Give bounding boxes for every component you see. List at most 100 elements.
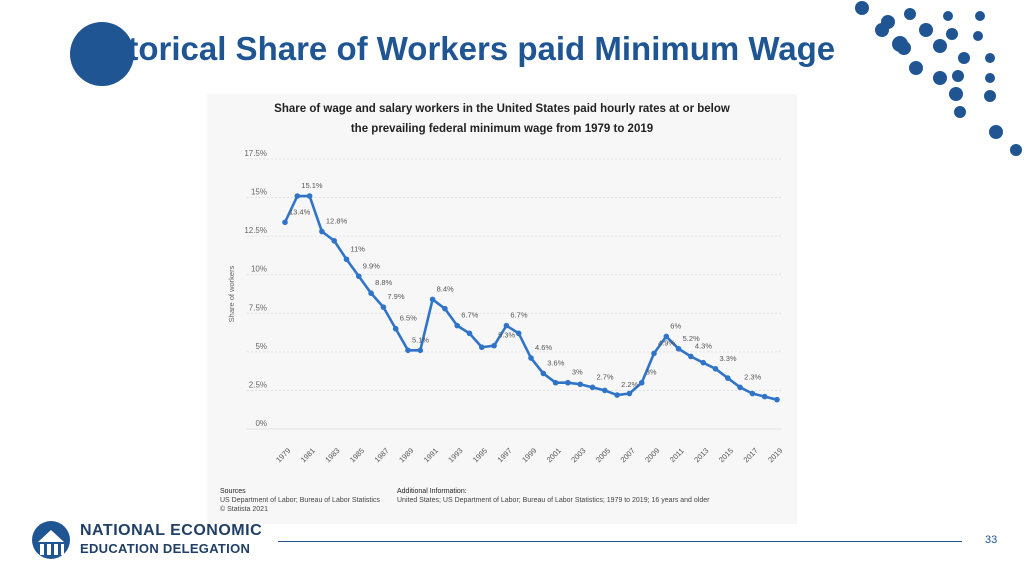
x-tick-label: 2015 — [717, 446, 735, 464]
decorative-dot — [985, 73, 995, 83]
data-label: 7.9% — [387, 292, 404, 301]
organization-logo: NATIONAL ECONOMIC EDUCATION DELEGATION — [30, 518, 270, 563]
decorative-dot — [909, 61, 923, 75]
series-polyline — [283, 194, 778, 401]
decorative-dot — [946, 28, 958, 40]
data-point — [700, 359, 706, 366]
data-point — [479, 344, 485, 351]
x-tick-label: 1989 — [397, 446, 415, 464]
data-label: 5.1% — [412, 335, 429, 344]
x-tick-label: 2003 — [569, 446, 587, 464]
x-tick-label: 1985 — [348, 446, 366, 464]
data-point — [515, 330, 522, 337]
y-tick-label: 2.5% — [249, 380, 267, 389]
data-label: 3% — [646, 368, 657, 377]
x-tick-labels: 1979 1981 1983 1985 1987 1989 1991 1993 1995 1997… — [274, 446, 784, 464]
data-point — [638, 379, 645, 386]
data-point — [380, 304, 387, 310]
data-point — [577, 381, 583, 388]
x-tick-label: 2019 — [766, 446, 784, 464]
data-point — [565, 379, 571, 386]
decorative-dot-pattern — [855, 1, 1022, 156]
data-point — [725, 375, 731, 381]
data-label: 4.9% — [658, 338, 675, 347]
decorative-dot — [949, 87, 963, 101]
data-point — [442, 305, 448, 312]
data-labels: 13.4% 15.1% 12.8% 11% 9.9% 8.8% 7.9% 6.5% 5.1% 8.… — [289, 181, 762, 389]
series-line — [283, 194, 778, 401]
data-label: 6% — [670, 321, 681, 330]
decorative-dot — [958, 52, 970, 64]
sources-heading: Sources — [220, 488, 246, 495]
decorative-dot — [904, 8, 916, 20]
y-tick-label: 17.5% — [244, 149, 267, 158]
data-label: 12.8% — [326, 217, 348, 226]
data-point — [761, 393, 768, 400]
data-point — [651, 350, 657, 357]
data-point — [528, 355, 534, 361]
data-point — [602, 387, 608, 394]
data-point — [356, 273, 362, 280]
data-points — [282, 193, 780, 403]
line-chart: Share of wage and salary workers in the … — [227, 103, 784, 464]
data-label: 8.8% — [375, 278, 392, 287]
data-point — [552, 379, 559, 386]
data-point — [282, 219, 288, 226]
decorative-dot — [973, 31, 983, 41]
decorative-dot — [855, 1, 869, 15]
grid-lines — [247, 158, 782, 430]
decorative-dot — [943, 11, 953, 21]
data-label: 5.2% — [683, 334, 700, 343]
y-tick-label: 7.5% — [249, 303, 267, 312]
data-label: 9.9% — [363, 261, 380, 270]
x-tick-label: 2007 — [619, 446, 637, 464]
additional-info-text: United States; US Department of Labor; B… — [397, 497, 710, 504]
decorative-dot — [875, 23, 889, 37]
y-tick-labels: 0% 2.5% 5% 7.5% 10% 12.5% 15% 17.5% — [244, 149, 267, 428]
data-point — [749, 390, 756, 397]
decorative-dot — [892, 36, 908, 52]
copyright-text: © Statista 2021 — [220, 506, 268, 513]
data-point — [466, 330, 473, 337]
x-tick-label: 2005 — [594, 446, 612, 464]
decorative-dot — [989, 125, 1003, 139]
y-tick-label: 5% — [255, 342, 267, 351]
decorative-dot — [952, 70, 964, 82]
data-point — [319, 228, 325, 235]
data-point — [589, 384, 596, 391]
x-tick-label: 1981 — [299, 446, 317, 464]
data-label: 13.4% — [289, 207, 311, 216]
logo-building-icon — [32, 521, 70, 559]
x-tick-label: 1995 — [471, 446, 489, 464]
data-point — [417, 347, 424, 354]
footer-divider — [278, 541, 962, 542]
data-label: 5.3% — [498, 331, 515, 340]
x-tick-label: 2011 — [668, 446, 686, 464]
decorative-dot — [933, 71, 947, 85]
y-tick-label: 0% — [255, 419, 267, 428]
additional-info-heading: Additional Information: — [397, 488, 467, 495]
data-point — [491, 342, 497, 349]
data-point — [774, 396, 780, 403]
logo-line-2: EDUCATION DELEGATION — [80, 541, 251, 556]
data-label: 2.2% — [621, 380, 638, 389]
data-point — [368, 290, 374, 297]
data-point — [429, 296, 436, 303]
decorative-dot — [975, 11, 985, 21]
title-accent-circle — [70, 22, 134, 86]
data-label: 3.6% — [547, 358, 564, 367]
data-label: 4.6% — [535, 343, 552, 352]
decorative-dot — [919, 23, 933, 37]
y-axis-label: Share of workers — [227, 265, 236, 322]
data-label: 6.7% — [461, 311, 478, 320]
page-number: 33 — [985, 534, 998, 546]
decorative-dot — [984, 90, 996, 102]
data-point — [392, 325, 399, 332]
data-point — [343, 256, 350, 263]
data-point — [306, 193, 313, 199]
additional-info-block: Additional Information: United States; U… — [397, 487, 709, 505]
x-tick-label: 1997 — [496, 446, 514, 464]
slide-title: Historical Share of Workers paid Minimum… — [76, 30, 836, 67]
x-tick-label: 1991 — [422, 446, 440, 464]
data-point — [331, 237, 337, 244]
